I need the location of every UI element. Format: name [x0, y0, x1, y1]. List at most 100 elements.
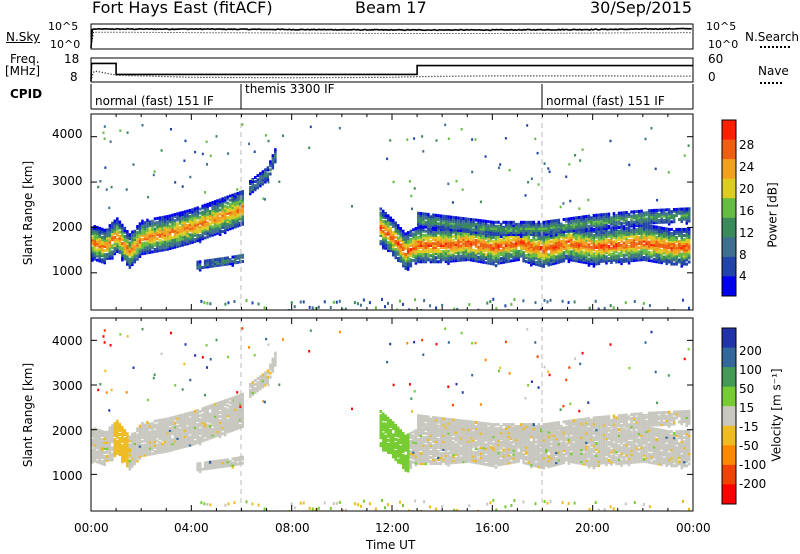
power-cell-band3 — [577, 243, 581, 247]
power-cell-band3 — [635, 236, 638, 240]
power-cell-band0 — [131, 230, 134, 234]
power-cell-band0 — [143, 245, 147, 249]
power-cell-band0 — [91, 250, 94, 254]
power-cell-band0 — [188, 208, 192, 212]
power-cell-band3 — [580, 246, 583, 249]
power-cell-band3 — [459, 256, 463, 260]
power-cell-band3 — [667, 250, 671, 254]
power-cell-band4 — [620, 213, 623, 217]
power-cell-band3 — [612, 248, 616, 252]
power-cell-band3 — [570, 252, 573, 256]
power-cell-band3 — [657, 244, 661, 248]
power-cell-band3 — [683, 250, 686, 254]
power-cell-band3 — [605, 251, 608, 255]
power-cell-band4 — [595, 217, 598, 221]
power-cell-band0 — [201, 229, 204, 233]
velocity-cell-band0 — [213, 406, 217, 410]
power-cell-band4 — [467, 217, 470, 221]
power-scatter-cell — [411, 207, 413, 211]
velocity-cell-band0 — [231, 410, 234, 414]
power-cell-band4 — [685, 213, 688, 217]
power-cell-band0 — [226, 209, 229, 213]
power-cell-band0 — [141, 244, 144, 248]
power-cell-band4 — [504, 220, 508, 224]
power-cell-band4 — [462, 227, 465, 231]
velocity-cell-band0 — [98, 449, 101, 453]
velocity-cell-band0 — [176, 416, 179, 420]
velocity-cell-band0 — [163, 424, 167, 427]
power-cell-band3 — [524, 249, 528, 253]
power-cell-band4 — [590, 224, 593, 228]
power-cell-band1 — [198, 266, 202, 270]
power-clutter-cell — [317, 305, 320, 309]
power-cell-band0 — [186, 242, 189, 246]
power-cell-band0 — [116, 217, 119, 221]
power-cell-band3 — [650, 224, 653, 228]
power-cell-band3 — [560, 256, 563, 259]
power-cell-band0 — [206, 229, 209, 233]
power-cell-band0 — [111, 254, 114, 258]
power-cell-band4 — [514, 226, 518, 230]
power-cell-band4 — [597, 213, 601, 217]
velocity-cell-band0 — [161, 450, 164, 454]
power-cell-band4 — [417, 217, 420, 221]
power-cell-band4 — [427, 225, 430, 229]
power-cell-band0 — [121, 250, 124, 254]
velocity-cell-band0 — [223, 411, 227, 415]
power-cell-band3 — [560, 251, 563, 255]
power-cell-band0 — [236, 212, 239, 216]
velocity-cell-band0 — [101, 456, 104, 460]
velocity-cell-band0 — [208, 418, 212, 422]
power-cell-band3 — [635, 224, 638, 227]
power-cell-band1 — [213, 262, 217, 266]
power-cell-band4 — [417, 211, 420, 215]
power-cell-band3 — [384, 228, 387, 232]
power-cell-band3 — [447, 241, 450, 245]
power-cell-band4 — [612, 222, 616, 226]
power-cell-band3 — [487, 239, 490, 243]
power-cell-band1 — [221, 261, 224, 265]
power-cell-band1 — [226, 256, 229, 260]
power-cell-band0 — [106, 255, 109, 258]
velocity-cell-band0 — [111, 440, 114, 444]
power-cell-band3 — [492, 260, 495, 264]
velocity-cell-band0 — [96, 438, 99, 442]
power-cell-band0 — [193, 217, 197, 221]
power-cell-band0 — [236, 210, 239, 214]
power-cell-band3 — [615, 232, 618, 235]
power-cell-band3 — [407, 259, 410, 263]
power-cell-band4 — [555, 231, 558, 235]
power-cell-band3 — [595, 231, 598, 235]
power-cell-band3 — [452, 245, 455, 249]
power-cell-band3 — [540, 247, 543, 251]
power-cell-band0 — [151, 250, 154, 254]
velocity-cell-band0 — [171, 446, 174, 450]
power-cell-band3 — [439, 252, 443, 256]
power-cell-band3 — [474, 234, 478, 238]
power-cell-band4 — [562, 218, 566, 221]
velocity-cell-band0 — [126, 444, 129, 448]
power-cell-band3 — [565, 234, 568, 238]
power-cell-band3 — [404, 238, 407, 242]
power-cell-band0 — [198, 211, 202, 215]
power-scatter-cell — [265, 134, 268, 137]
velocity-cell-band0 — [183, 432, 187, 436]
power-cell-band4 — [494, 228, 498, 232]
power-cell-band0 — [236, 220, 239, 224]
power-cell-band3 — [572, 248, 576, 252]
power-cell-band0 — [206, 208, 209, 212]
velocity-cell-band0 — [143, 447, 147, 451]
power-cell-band0 — [168, 240, 172, 244]
power-cell-band0 — [183, 232, 187, 236]
velocity-cell-band0 — [191, 443, 194, 446]
velocity-cell-band0 — [196, 419, 199, 423]
power-clutter-cell — [251, 301, 254, 305]
velocity-cell-band0 — [116, 451, 119, 455]
velocity-cell-band0 — [231, 426, 234, 430]
power-cell-band0 — [113, 246, 117, 250]
power-cell-band0 — [123, 253, 127, 257]
power-cell-band4 — [524, 220, 528, 224]
velocity-cell-band0 — [98, 433, 101, 437]
power-cell-band4 — [464, 227, 468, 231]
power-cell-band3 — [667, 232, 671, 235]
